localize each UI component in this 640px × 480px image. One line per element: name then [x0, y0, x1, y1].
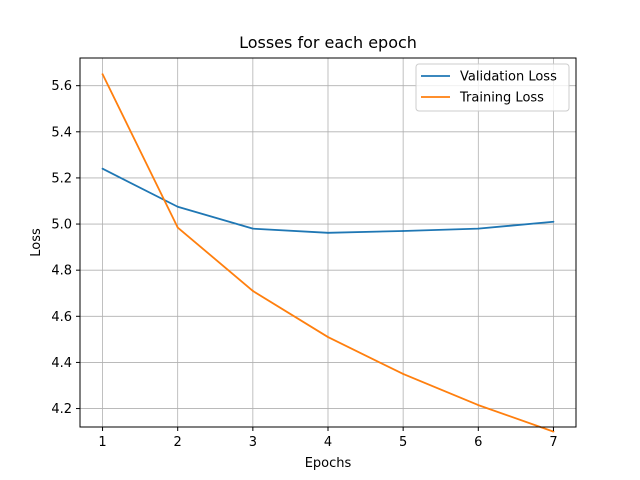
- data-point: [552, 430, 555, 433]
- data-point: [101, 73, 104, 76]
- legend-label-0: Validation Loss: [460, 70, 557, 85]
- x-tick-label: 4: [324, 435, 332, 450]
- data-point: [176, 205, 179, 208]
- data-point: [402, 373, 405, 375]
- data-point: [327, 336, 329, 338]
- chart-title: Losses for each epoch: [239, 33, 417, 52]
- y-axis-title: Loss: [29, 228, 44, 257]
- x-tick-label: 6: [474, 435, 482, 450]
- legend-label-1: Training Loss: [459, 91, 544, 106]
- y-tick-label: 4.8: [51, 264, 72, 279]
- y-axis-ticks: 4.2 4.4 4.6 4.8 5.0 5.2 5.4 5.6: [51, 79, 80, 417]
- y-tick-label: 4.2: [51, 402, 72, 417]
- y-tick-label: 5.0: [51, 218, 72, 233]
- x-tick-label: 5: [399, 435, 407, 450]
- data-point: [101, 167, 104, 170]
- x-tick-label: 1: [98, 435, 106, 450]
- series-layer: [101, 73, 555, 433]
- y-tick-label: 5.4: [51, 125, 72, 140]
- data-point: [477, 227, 480, 230]
- y-tick-label: 4.4: [51, 356, 72, 371]
- y-tick-label: 4.6: [51, 310, 72, 325]
- x-tick-label: 3: [249, 435, 257, 450]
- data-point: [552, 220, 555, 223]
- x-tick-label: 2: [174, 435, 182, 450]
- data-point: [176, 226, 179, 229]
- data-point: [477, 404, 480, 406]
- data-point: [402, 230, 405, 232]
- y-tick-label: 5.6: [51, 79, 72, 94]
- x-axis-ticks: 1 2 3 4 5 6 7: [98, 427, 558, 450]
- data-point: [251, 290, 254, 292]
- data-point: [327, 231, 329, 234]
- x-axis-title: Epochs: [305, 456, 352, 471]
- y-tick-label: 5.2: [51, 171, 72, 186]
- legend-box: [415, 63, 570, 112]
- x-tick-label: 7: [549, 435, 557, 450]
- grid-lines: [80, 58, 576, 427]
- data-point: [251, 227, 254, 230]
- legend: Validation Loss Training Loss: [415, 63, 570, 112]
